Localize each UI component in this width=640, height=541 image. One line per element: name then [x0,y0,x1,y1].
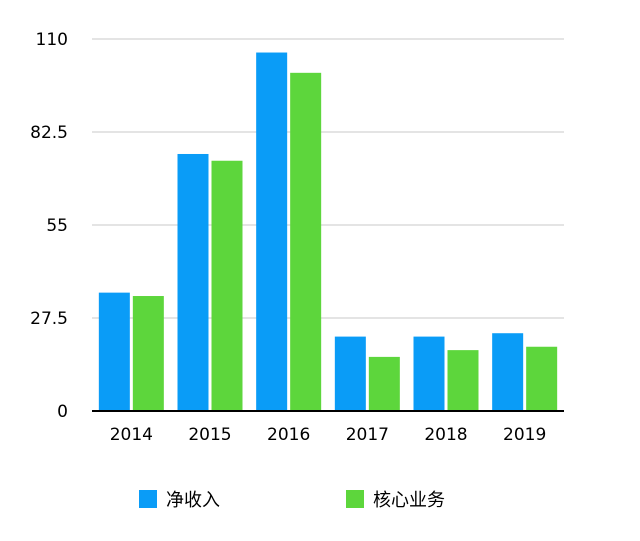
bar-series1-2019 [492,333,524,411]
x-tick-label: 2018 [424,425,467,445]
y-axis: 0 27.5 55 82.5 110 [30,30,68,422]
x-tick-label: 2015 [188,425,231,445]
bar-series1-2015 [177,153,209,411]
gridlines [92,38,564,319]
legend-swatch [346,490,364,508]
legend-label: 核心业务 [373,490,445,511]
bar-series2-2019 [526,346,558,411]
y-tick-label: 110 [36,30,68,50]
legend: 净收入 核心业务 [139,490,445,511]
bar-series2-2017 [368,356,400,411]
bars [98,52,558,412]
y-tick-label: 82.5 [30,123,68,143]
bar-series2-2015 [211,160,243,411]
bar-series2-2014 [132,296,164,411]
bar-series1-2016 [256,52,288,411]
bar-series1-2014 [98,292,130,411]
bar-series2-2016 [290,72,322,412]
y-tick-label: 27.5 [30,309,68,329]
x-tick-label: 2017 [346,425,389,445]
x-tick-label: 2016 [267,425,310,445]
x-tick-label: 2019 [503,425,546,445]
bar-series1-2017 [334,336,366,411]
y-tick-label: 55 [46,216,68,236]
legend-swatch [139,490,157,508]
x-tick-label: 2014 [110,425,153,445]
y-tick-label: 0 [57,402,68,422]
bar-series1-2018 [413,336,445,411]
legend-label: 净收入 [166,490,220,511]
bar-series2-2018 [447,350,479,411]
x-axis: 2014 2015 2016 2017 2018 2019 [110,425,547,445]
